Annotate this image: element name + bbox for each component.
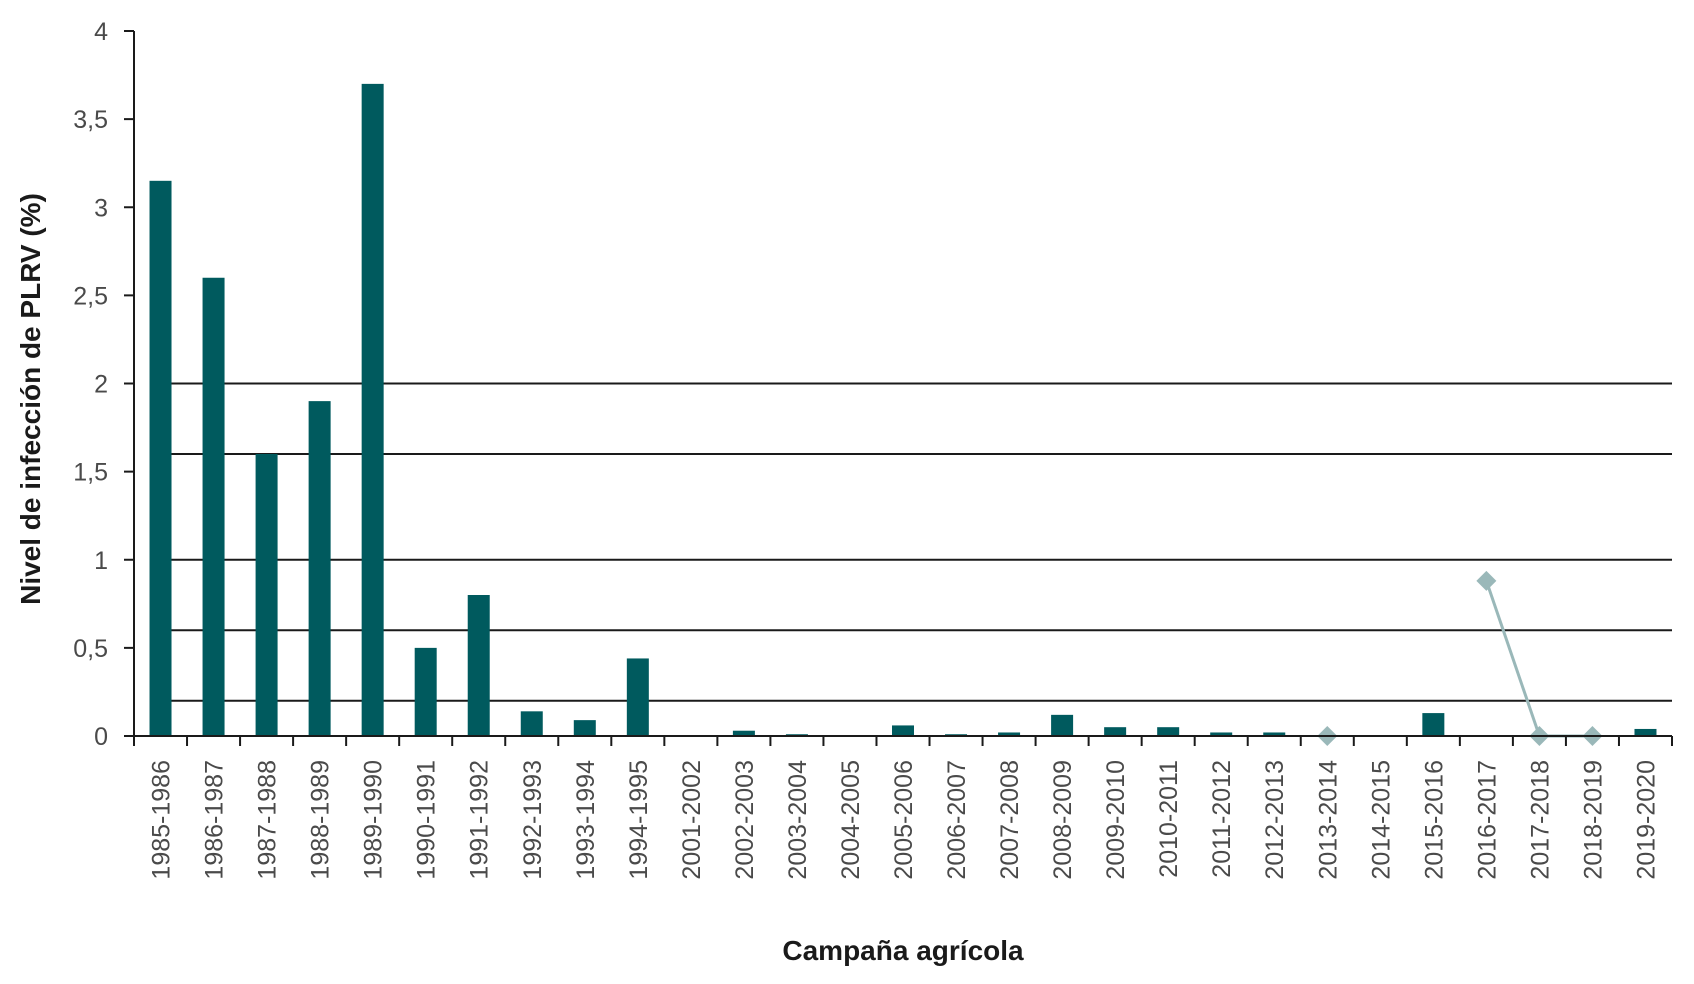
x-tick-label: 2002-2003: [731, 760, 759, 880]
bar: [308, 401, 331, 736]
x-tick-label: 1991-1992: [466, 760, 494, 880]
bar: [1157, 727, 1180, 736]
bar: [149, 180, 172, 736]
x-tick-labels: 1985-1986 1986-1987 1987-1988 1988-1989 1989…: [148, 760, 1661, 880]
y-tick-label: 3: [94, 194, 108, 222]
x-tick-label: 2006-2007: [943, 760, 971, 880]
x-tick-label: 2018-2019: [1579, 760, 1607, 880]
x-tick-label: 2004-2005: [837, 760, 865, 880]
y-tick-labels: 0 0,5 1 1,5 2 2,5 3 3,5 4: [73, 18, 108, 751]
bar: [892, 725, 914, 736]
x-tick-label: 2003-2004: [784, 760, 812, 880]
x-tick-label: 2010-2011: [1155, 760, 1183, 878]
bar: [255, 454, 278, 736]
x-tick-label: 1990-1991: [413, 760, 441, 880]
bar: [1634, 728, 1657, 736]
x-tick-label: 2007-2008: [996, 760, 1024, 880]
x-tick-label: 2019-2020: [1632, 760, 1660, 880]
bar: [520, 711, 543, 736]
bar: [1051, 714, 1074, 736]
bar: [361, 83, 384, 736]
series-line-segment: [1484, 580, 1541, 737]
x-tick-label: 1986-1987: [201, 760, 229, 880]
x-tick-label: 2012-2013: [1261, 760, 1289, 880]
bar: [414, 647, 437, 736]
y-tick-label: 4: [94, 18, 108, 46]
x-tick-label: 2014-2015: [1367, 760, 1395, 880]
bar: [998, 732, 1021, 736]
bar: [1422, 713, 1445, 736]
y-tick-label: 1: [94, 547, 108, 575]
x-tick-label: 1992-1993: [519, 760, 547, 880]
x-axis-title: Campaña agrícola: [782, 935, 1024, 966]
bar: [1104, 727, 1127, 736]
y-tick-label: 2: [94, 371, 108, 399]
bar-series: [149, 83, 1657, 736]
axes: [124, 30, 1673, 746]
x-tick-label: 1985-1986: [148, 760, 176, 880]
y-tick-label: 2,5: [73, 282, 108, 310]
x-tick-label: 2016-2017: [1473, 760, 1501, 880]
x-tick-label: 2005-2006: [890, 760, 918, 880]
x-tick-label: 1994-1995: [625, 760, 653, 880]
x-tick-label: 1989-1990: [360, 760, 388, 880]
x-tick-label: 2015-2016: [1420, 760, 1448, 880]
y-axis-title: Nivel de infección de PLRV (%): [15, 193, 46, 605]
x-tick-label: 2008-2009: [1049, 760, 1077, 880]
y-tick-label: 0,5: [73, 635, 108, 663]
x-tick-label: 2011-2012: [1208, 760, 1236, 878]
x-tick-label: 2001-2002: [678, 760, 706, 880]
reference-lines: [156, 382, 1672, 702]
bar: [467, 595, 490, 736]
x-tick-label: 1988-1989: [307, 760, 335, 880]
x-tick-label: 2017-2018: [1526, 760, 1554, 880]
bar: [1210, 732, 1233, 736]
bar: [732, 730, 755, 736]
bar: [573, 720, 596, 736]
x-tick-label: 1987-1988: [254, 760, 282, 880]
x-tick-label: 2013-2014: [1314, 760, 1342, 880]
x-tick-label: 1993-1994: [572, 760, 600, 880]
bar: [1263, 732, 1286, 736]
x-tick-label: 2009-2010: [1102, 760, 1130, 880]
diamond-marker: [1476, 570, 1497, 591]
line-series: [1317, 570, 1603, 746]
bar: [202, 277, 225, 736]
y-tick-label: 0: [94, 723, 108, 751]
y-tick-label: 3,5: [73, 106, 108, 134]
bar: [626, 658, 649, 736]
y-tick-label: 1,5: [73, 459, 108, 487]
